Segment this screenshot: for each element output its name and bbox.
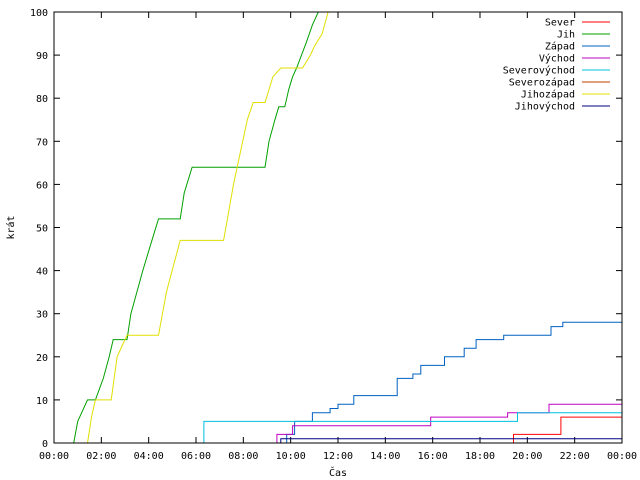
x-tick-label: 02:00 <box>86 451 116 462</box>
y-tick-label: 80 <box>36 94 48 105</box>
x-tick-label: 06:00 <box>181 451 211 462</box>
x-tick-label: 14:00 <box>370 451 400 462</box>
y-tick-label: 30 <box>36 310 48 321</box>
x-tick-label: 22:00 <box>560 451 590 462</box>
series-line-jihovychod <box>280 438 622 443</box>
legend-label: Severozápad <box>509 77 575 89</box>
x-tick-label: 00:00 <box>39 451 69 462</box>
series-line-jihozapad <box>87 11 329 444</box>
series-line-zapad <box>286 321 622 443</box>
x-tick-label: 00:00 <box>607 451 637 462</box>
y-tick-label: 20 <box>36 353 48 364</box>
series-line-severovychod <box>203 412 622 443</box>
y-tick-label: 40 <box>36 267 48 278</box>
y-tick-label: 100 <box>30 8 48 19</box>
x-tick-label: 12:00 <box>323 451 353 462</box>
legend-label: Jihozápad <box>521 89 575 101</box>
x-tick-label: 08:00 <box>228 451 258 462</box>
legend-label: Západ <box>545 41 575 53</box>
y-tick-label: 0 <box>42 439 48 450</box>
legend-label: Sever <box>545 18 575 29</box>
y-tick-label: 50 <box>36 224 48 235</box>
x-axis-label: Čas <box>329 466 347 479</box>
x-tick-label: 18:00 <box>465 451 495 462</box>
legend-label: Východ <box>539 53 575 65</box>
y-tick-label: 60 <box>36 180 48 191</box>
y-axis-label: krát <box>5 215 17 239</box>
y-tick-label: 70 <box>36 137 48 148</box>
y-tick-label: 90 <box>36 51 48 62</box>
series-lines <box>73 11 622 444</box>
legend: SeverJihZápadVýchodSeverovýchodSeverozáp… <box>503 18 610 113</box>
series-line-jih <box>73 11 319 444</box>
series-line-sever <box>513 416 622 443</box>
legend-label: Jih <box>557 30 575 41</box>
plot-frame <box>53 11 623 444</box>
y-tick-label: 10 <box>36 396 48 407</box>
legend-label: Severovýchod <box>503 65 575 77</box>
x-tick-label: 20:00 <box>512 451 542 462</box>
axis-ticks: 00:00 02:00 04:00 06:00 08:00 10:00 12:00 14:00… <box>30 8 637 462</box>
x-tick-label: 04:00 <box>134 451 164 462</box>
series-line-vychod <box>276 403 622 443</box>
x-tick-label: 10:00 <box>276 451 306 462</box>
legend-label: Jihovýchod <box>515 101 575 113</box>
x-tick-label: 16:00 <box>418 451 448 462</box>
